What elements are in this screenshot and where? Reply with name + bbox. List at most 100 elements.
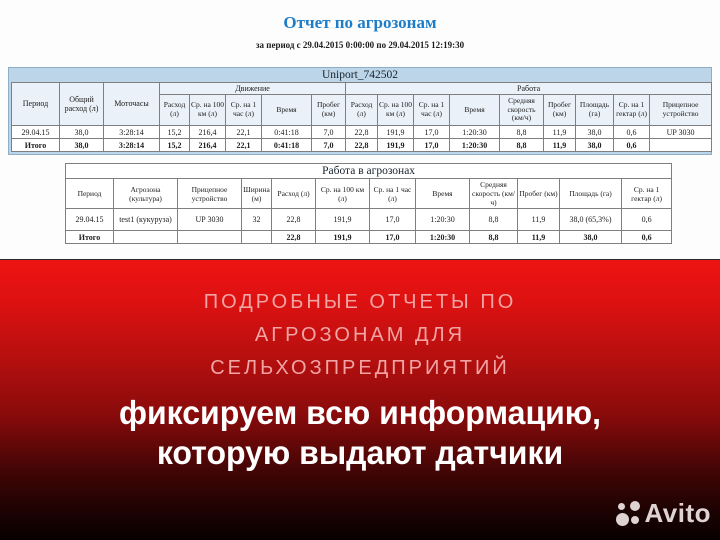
col-header: Агрозона (культура) xyxy=(113,178,178,209)
cell: 32 xyxy=(241,208,272,231)
col-header: Ср. на 100 км (л) xyxy=(315,178,370,209)
group-header-work: Работа xyxy=(345,82,713,95)
cell xyxy=(241,230,272,244)
col-header: Время xyxy=(415,178,470,209)
cell: 17,0 xyxy=(413,138,451,152)
avito-logo-dot xyxy=(630,501,641,511)
cell: 216,4 xyxy=(189,125,226,139)
agrozone-table: Работа в агрозонах Период Агрозона (куль… xyxy=(64,163,673,244)
avito-logo-icon xyxy=(616,501,641,526)
table-row: 29.04.15 test1 (кукуруза) UP 3030 32 22,… xyxy=(65,208,673,231)
cell: 8,8 xyxy=(499,125,545,139)
cell: 0,6 xyxy=(620,208,673,231)
col-header: Ср. на 100 км (л) xyxy=(377,94,415,126)
col-header: Площадь (га) xyxy=(559,178,622,209)
cell: Итого xyxy=(11,138,60,152)
col-header: Расход (л) xyxy=(271,178,316,209)
cell: 11,9 xyxy=(543,125,577,139)
cell: 8,8 xyxy=(499,138,545,152)
col-header: Пробег (км) xyxy=(517,178,560,209)
cell: 17,0 xyxy=(369,208,416,231)
cell: 29.04.15 xyxy=(11,125,60,139)
col-header: Ср. на 100 км (л) xyxy=(189,94,226,126)
col-header: Прицепное устройство xyxy=(177,178,242,209)
cell: 38,0 xyxy=(559,230,622,244)
cell: 15,2 xyxy=(159,125,190,139)
device-report-panel: Uniport_742502 Период Общий расход (л) М… xyxy=(8,67,713,155)
col-header: Ср. на 1 час (л) xyxy=(413,94,451,126)
cell: 0,6 xyxy=(613,138,651,152)
cell: 216,4 xyxy=(189,138,226,152)
col-header: Прицепное устройство xyxy=(649,94,713,126)
report-section: Отчет по агрозонам за период с 29.04.201… xyxy=(0,0,720,259)
cell: 17,0 xyxy=(369,230,416,244)
banner-heading-line: ПОДРОБНЫЕ ОТЧЕТЫ ПО xyxy=(203,291,517,313)
cell: 1:20:30 xyxy=(449,138,501,152)
cell: 3:28:14 xyxy=(103,138,160,152)
cell: 191,9 xyxy=(315,230,370,244)
col-header: Средняя скорость (км/ч) xyxy=(469,178,518,209)
report-period-subtitle: за период с 29.04.2015 0:00:00 по 29.04.… xyxy=(255,40,465,50)
cell: Итого xyxy=(65,230,114,244)
col-header: Ср. на 1 час (л) xyxy=(225,94,262,126)
cell: UP 3030 xyxy=(649,125,713,139)
col-header: Период xyxy=(65,178,114,209)
col-header: Расход (л) xyxy=(345,94,379,126)
cell: 7,0 xyxy=(310,125,347,139)
col-header: Ср. на 1 гектар (л) xyxy=(613,94,651,126)
cell: 38,0 xyxy=(59,138,104,152)
cell: 11,9 xyxy=(517,230,560,244)
cell: 38,0 xyxy=(575,138,615,152)
cell: 22,8 xyxy=(271,208,316,231)
cell: 0:41:18 xyxy=(261,138,312,152)
cell: 1:20:30 xyxy=(415,230,470,244)
cell: 22,1 xyxy=(225,125,262,139)
cell: 191,9 xyxy=(377,125,415,139)
banner-heading-line: СЕЛЬХОЗПРЕДПРИЯТИЙ xyxy=(210,357,510,379)
cell: 1:20:30 xyxy=(449,125,501,139)
col-header-period: Период xyxy=(11,82,60,126)
col-header: Пробег (км) xyxy=(543,94,577,126)
avito-watermark: Avito xyxy=(616,498,711,529)
banner-tagline-line: которую выдают датчики xyxy=(156,434,564,471)
col-header: Ср. на 1 час (л) xyxy=(369,178,416,209)
cell: 38,0 xyxy=(575,125,615,139)
cell: 8,8 xyxy=(469,230,518,244)
group-header-movement: Движение xyxy=(158,82,347,95)
col-header-engine-hours: Моточасы xyxy=(103,82,160,126)
banner-tagline-line: фиксируем всю информацию, xyxy=(118,394,602,431)
avito-logo-dot xyxy=(631,516,640,524)
report-title: Отчет по агрозонам xyxy=(283,13,437,32)
device-name-header: Uniport_742502 xyxy=(321,69,399,81)
avito-logo-dot xyxy=(618,503,626,510)
cell xyxy=(113,230,178,244)
cell: 1:20:30 xyxy=(415,208,470,231)
cell: 0,6 xyxy=(620,230,673,244)
cell: 11,9 xyxy=(517,208,560,231)
col-header: Площадь (га) xyxy=(575,94,615,126)
cell: 0,6 xyxy=(613,125,651,139)
device-report-table: Период Общий расход (л) Моточасы Движени… xyxy=(11,82,713,152)
cell: 22,8 xyxy=(345,138,379,152)
avito-logo-dot xyxy=(616,513,630,526)
cell: 15,2 xyxy=(159,138,190,152)
cell: 22,1 xyxy=(225,138,262,152)
cell xyxy=(649,138,713,152)
cell: 17,0 xyxy=(413,125,451,139)
cell: 38,0 (65,3%) xyxy=(559,208,622,231)
cell: 191,9 xyxy=(377,138,415,152)
cell: 8,8 xyxy=(469,208,518,231)
col-header: Ширина (м) xyxy=(241,178,272,209)
col-header: Средняя скорость (км/ч) xyxy=(499,94,545,126)
banner-tagline: фиксируем всю информацию, которую выдают… xyxy=(11,393,709,473)
cell: 22,8 xyxy=(271,230,316,244)
cell: 3:28:14 xyxy=(103,125,160,139)
cell: 191,9 xyxy=(315,208,370,231)
agrozone-report-panel: Работа в агрозонах Период Агрозона (куль… xyxy=(64,163,673,244)
banner-heading-line: АГРОЗОНАМ ДЛЯ xyxy=(254,324,466,346)
col-header: Время xyxy=(261,94,312,126)
cell: 29.04.15 xyxy=(65,208,114,231)
table-row: 29.04.15 38,0 3:28:14 15,2 216,4 22,1 0:… xyxy=(11,125,713,139)
col-header: Время xyxy=(449,94,501,126)
